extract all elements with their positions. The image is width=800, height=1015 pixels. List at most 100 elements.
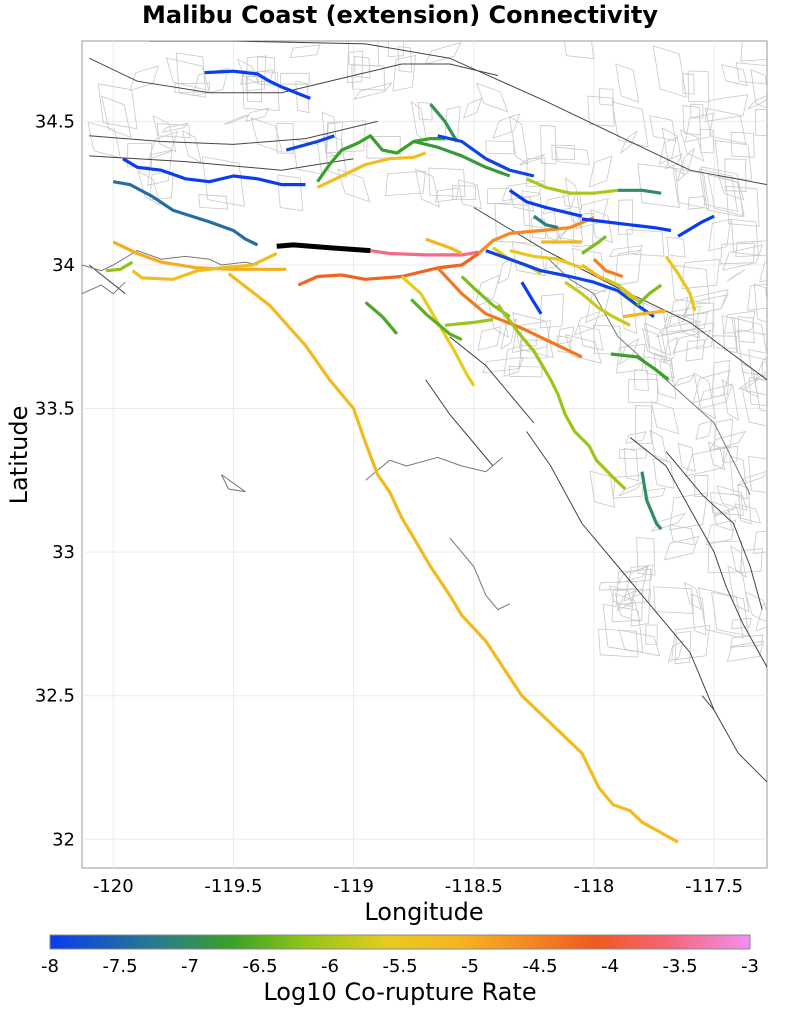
basemap-fault-trace (701, 695, 715, 711)
basemap-fault-polygon (578, 324, 604, 351)
basemap-fault-polygon (597, 628, 639, 658)
basemap-fault-polygon (424, 41, 462, 66)
basemap-fault-polygon (737, 316, 755, 344)
basemap-fault-polygon (704, 94, 749, 122)
fault-section-line (477, 216, 595, 255)
basemap-fault-polygon (683, 581, 702, 610)
basemap-fault-trace (149, 41, 767, 186)
basemap-fault-polygon (628, 378, 658, 403)
colorbar-tick-label: -5.5 (382, 956, 417, 977)
fault-section-line (444, 317, 494, 327)
basemap-fault-polygon (615, 568, 652, 606)
basemap-fault-polygon (572, 248, 606, 293)
basemap-fault-polygon (557, 326, 575, 345)
basemap-fault-polygon (636, 536, 656, 576)
fault-section-line (664, 255, 697, 312)
basemap-fault-polygon (540, 124, 557, 165)
basemap-fault-polygon (748, 455, 767, 493)
basemap-fault-polygon (730, 634, 764, 648)
basemap-fault-polygon (519, 154, 546, 166)
basemap-fault-polygon (289, 44, 321, 59)
basemap-fault-polygon (690, 593, 707, 636)
fault-section-line (622, 309, 667, 319)
basemap-fault-trace (88, 264, 126, 295)
basemap-fault-polygon (201, 156, 245, 207)
basemap-fault-polygon (280, 72, 310, 85)
basemap-fault-polygon (753, 530, 767, 554)
fault-section-line (425, 237, 463, 255)
basemap-fault-polygon (687, 195, 706, 210)
basemap-fault-polygon (497, 257, 514, 285)
basemap-fault-polygon (679, 129, 705, 162)
fault-section-line (520, 281, 543, 315)
basemap-fault-polygon (574, 310, 601, 336)
basemap-fault-polygon (161, 122, 189, 133)
basemap-fault-polygon (722, 244, 764, 271)
basemap-fault-polygon (677, 442, 696, 472)
basemap-fault-polygon (619, 129, 638, 155)
basemap-fault-polygon (726, 640, 765, 662)
fault-section-line (605, 277, 643, 304)
basemap-fault-polygon (672, 329, 711, 354)
basemap-fault-polygon (614, 249, 642, 287)
basemap-fault-polygon (726, 185, 760, 227)
basemap-fault-trace (89, 120, 378, 145)
basemap-fault-polygon (727, 269, 746, 282)
fault-section-line (581, 217, 672, 233)
plot-area (81, 40, 768, 869)
basemap-fault-polygon (659, 360, 674, 383)
basemap-fault-polygon (614, 593, 641, 623)
basemap-fault-polygon (754, 109, 767, 137)
basemap-fault-polygon (539, 293, 564, 329)
basemap-fault-polygon (661, 127, 685, 176)
fault-section-line (297, 252, 480, 287)
basemap-fault-polygon (658, 136, 677, 165)
basemap-fault-polygon (618, 448, 647, 460)
basemap-fault-polygon (149, 171, 174, 201)
basemap-fault-polygon (174, 82, 210, 93)
basemap-fault-polygon (277, 174, 304, 212)
colorbar-ticks: -8 -7.5 -7 -6.5 -6 -5.5 -5 -4.5 -4 -3.5 -3 (41, 956, 759, 977)
y-tick-label: 34 (52, 255, 75, 276)
basemap-fault-polygon (512, 320, 552, 353)
basemap-fault-polygon (690, 103, 704, 119)
basemap-fault-polygon (509, 115, 529, 165)
basemap-fault-polygon (295, 80, 310, 114)
x-tick-label: -120 (93, 876, 134, 897)
fault-section-line (640, 471, 663, 531)
basemap-fault-polygon (156, 123, 191, 139)
basemap-fault-polygon (737, 484, 752, 525)
fault-section-line (112, 180, 259, 247)
basemap-fault-polygon (682, 294, 729, 318)
coastline (82, 250, 258, 272)
basemap-fault-polygon (564, 41, 594, 59)
basemap-fault-polygon (608, 585, 634, 608)
fault-section-line (316, 151, 427, 189)
basemap-fault-polygon (353, 56, 371, 79)
fault-section-line (564, 280, 631, 327)
basemap-fault-polygon (663, 336, 679, 364)
basemap-fault-polygon (735, 62, 767, 85)
colorbar-label: Log10 Co-rupture Rate (263, 978, 536, 1006)
basemap-fault-polygon (704, 107, 747, 145)
basemap-fault-polygon (526, 157, 546, 188)
basemap-fault-polygon (669, 524, 696, 546)
basemap-fault-polygon (669, 296, 689, 327)
basemap-fault-polygon (667, 640, 684, 663)
basemap-fault-polygon (241, 70, 280, 111)
basemap-fault-polygon (463, 97, 483, 119)
basemap-fault-polygon (588, 155, 613, 188)
basemap-fault-polygon (711, 359, 730, 398)
fault-section-line (525, 177, 619, 195)
basemap-fault-polygon (740, 41, 767, 62)
fault-section-line (413, 139, 511, 178)
fault-section-line (592, 258, 624, 279)
basemap-fault-polygon (615, 63, 640, 103)
basemap-fault-polygon (565, 334, 602, 364)
colorbar-tick-label: -8 (41, 956, 59, 977)
basemap-fault-polygon (325, 120, 366, 154)
basemap-fault-polygon (747, 283, 767, 311)
basemap-fault-polygon (602, 603, 644, 654)
basemap-fault-polygon (676, 313, 701, 339)
basemap-fault-polygon (623, 564, 649, 602)
